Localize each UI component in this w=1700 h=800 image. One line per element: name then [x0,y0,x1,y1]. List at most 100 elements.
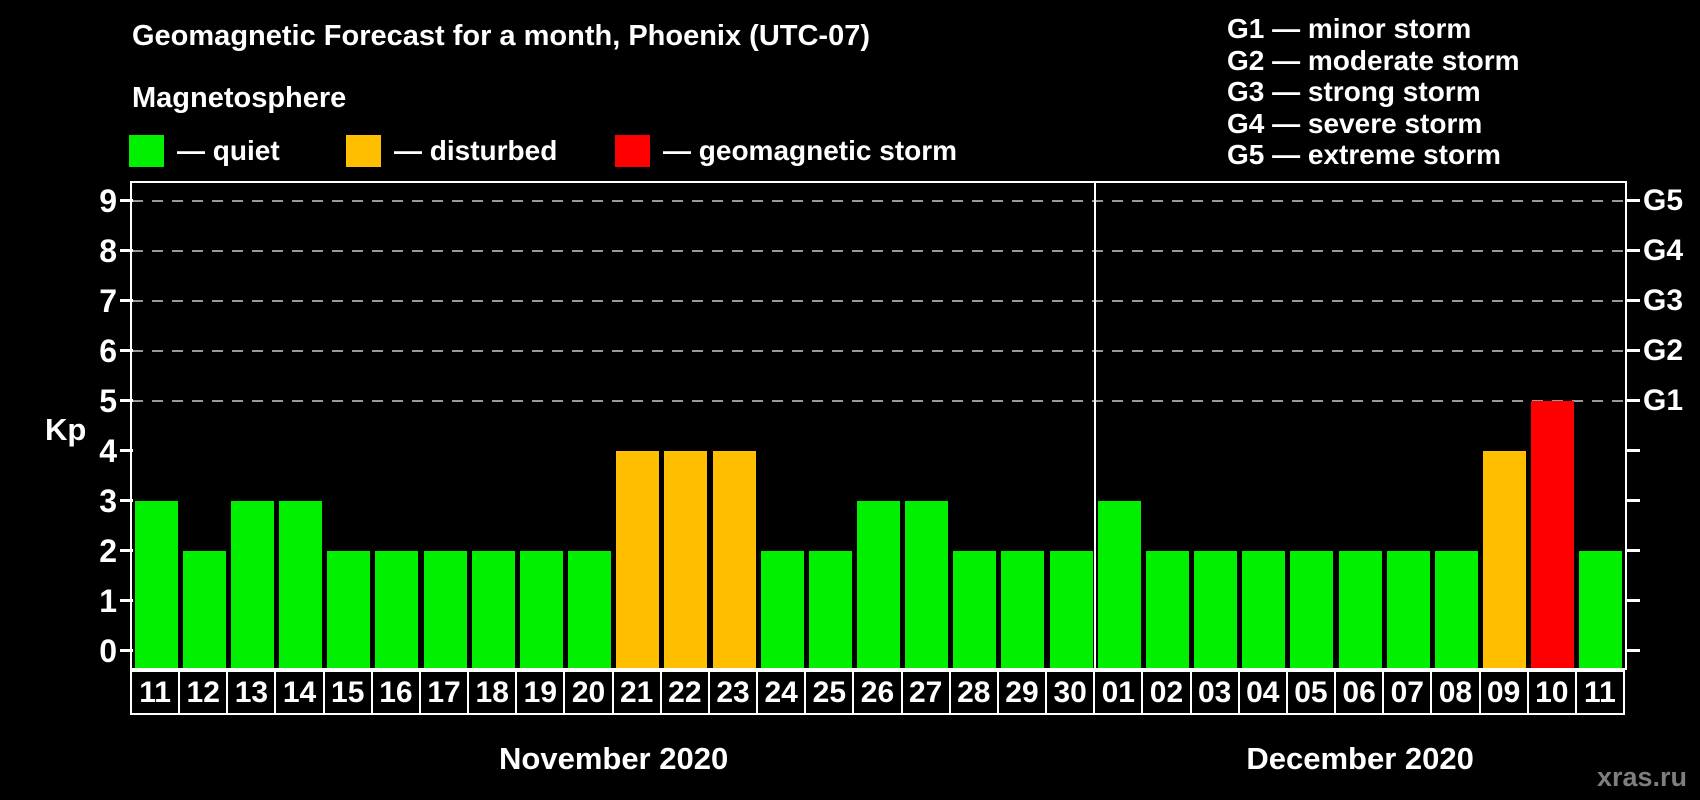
day-label: 22 [659,670,710,715]
day-label: 30 [1045,670,1096,715]
g-tick [1627,249,1640,252]
y-tick [120,549,133,552]
gridline-kp6 [132,349,1625,352]
day-label: 04 [1237,670,1288,715]
day-label: 09 [1478,670,1529,715]
kp-bar [1001,550,1045,668]
day-label: 26 [852,670,903,715]
legend-label-storm: — geomagnetic storm [663,135,958,166]
kp-bar [1483,450,1527,668]
y-tick [120,299,133,302]
gridline-kp9 [132,199,1625,202]
kp-bar [1434,550,1478,668]
gridline-kp8 [132,249,1625,252]
g-tick [1627,399,1640,402]
g-scale-legend: G1 — minor storm G2 — moderate storm G3 — … [1227,13,1520,171]
plot-area [130,181,1627,670]
day-label: 06 [1334,670,1385,715]
month-label: November 2020 [499,741,729,776]
y-tick-label: 8 [99,232,117,269]
kp-bar [1145,550,1189,668]
day-label: 14 [274,670,325,715]
g-scale-legend-line: G5 — extreme storm [1227,139,1501,170]
day-label: 05 [1285,670,1337,715]
kp-bar [1338,550,1382,668]
legend-item-disturbed: — disturbed [346,135,557,167]
y-tick-label: 0 [99,632,117,669]
month-label: December 2020 [1246,741,1474,776]
legend-item-storm: — geomagnetic storm [615,135,957,167]
kp-bar [1242,550,1286,668]
kp-bar [375,550,419,668]
day-label: 03 [1189,670,1240,715]
y-tick-label: 1 [99,582,117,619]
y-tick [120,249,133,252]
g-axis-label: G5 [1643,183,1684,217]
month-separator [1094,183,1097,668]
legend-label-quiet: — quiet [177,135,280,166]
day-label: 19 [515,670,566,715]
y-axis-label: Kp [45,412,87,447]
day-label: 25 [804,670,855,715]
g-scale-legend-line: G4 — severe storm [1227,107,1483,139]
y-tick-label: 9 [99,182,117,219]
kp-bar [423,550,467,668]
kp-bar [760,550,804,668]
day-label: 02 [1141,670,1192,715]
y-tick [120,649,133,652]
y-tick-label: 4 [99,432,117,469]
y-tick-label: 6 [99,332,117,369]
kp-bar [1386,550,1430,668]
gridline-kp7 [132,299,1625,302]
magnetosphere-legend-title: Magnetosphere [132,82,347,114]
y-tick-label: 5 [99,382,117,419]
page-title: Geomagnetic Forecast for a month, Phoeni… [132,20,870,52]
day-label: 07 [1382,670,1433,715]
day-label: 17 [418,670,470,715]
gridline-kp5 [132,399,1625,402]
y-tick-label: 2 [99,532,117,569]
g-tick [1627,299,1640,302]
y-tick [120,199,133,202]
y-tick-label: 3 [99,482,117,519]
disturbed-swatch [346,135,381,167]
y-tick [120,399,133,402]
g-axis-label: G2 [1643,333,1684,367]
day-label: 11 [130,670,181,715]
g-axis-label: G3 [1643,283,1684,317]
g-tick [1627,549,1640,552]
kp-bar [1531,400,1575,668]
y-tick [120,349,133,352]
y-tick [120,449,133,452]
kp-bar [134,500,178,668]
kp-bar [327,550,371,668]
day-label: 18 [467,670,518,715]
kp-bar [519,550,563,668]
g-tick [1627,649,1640,652]
kp-bar [664,450,708,668]
kp-bar [857,500,900,668]
g-scale-legend-line: G1 — minor storm [1227,13,1472,44]
kp-bar [1097,500,1141,668]
kp-bar [182,550,226,668]
kp-bar [568,550,612,668]
day-label: 27 [900,670,951,715]
kp-bar [230,500,274,668]
watermark: xras.ru [1596,762,1687,792]
y-tick [120,499,133,502]
quiet-swatch [129,135,164,167]
g-tick [1627,599,1640,602]
kp-bar [1579,550,1623,668]
day-label: 24 [756,670,807,715]
kp-bar [953,550,997,668]
g-tick [1627,449,1640,452]
kp-bar [1290,550,1334,668]
g-tick [1627,349,1640,352]
y-tick-label: 7 [99,282,117,319]
g-axis-label: G1 [1643,383,1684,417]
legend-label-disturbed: — disturbed [394,135,558,166]
kp-bar [905,500,949,668]
kp-bar [808,550,852,668]
kp-bar [1194,550,1238,668]
day-label: 28 [948,670,999,715]
